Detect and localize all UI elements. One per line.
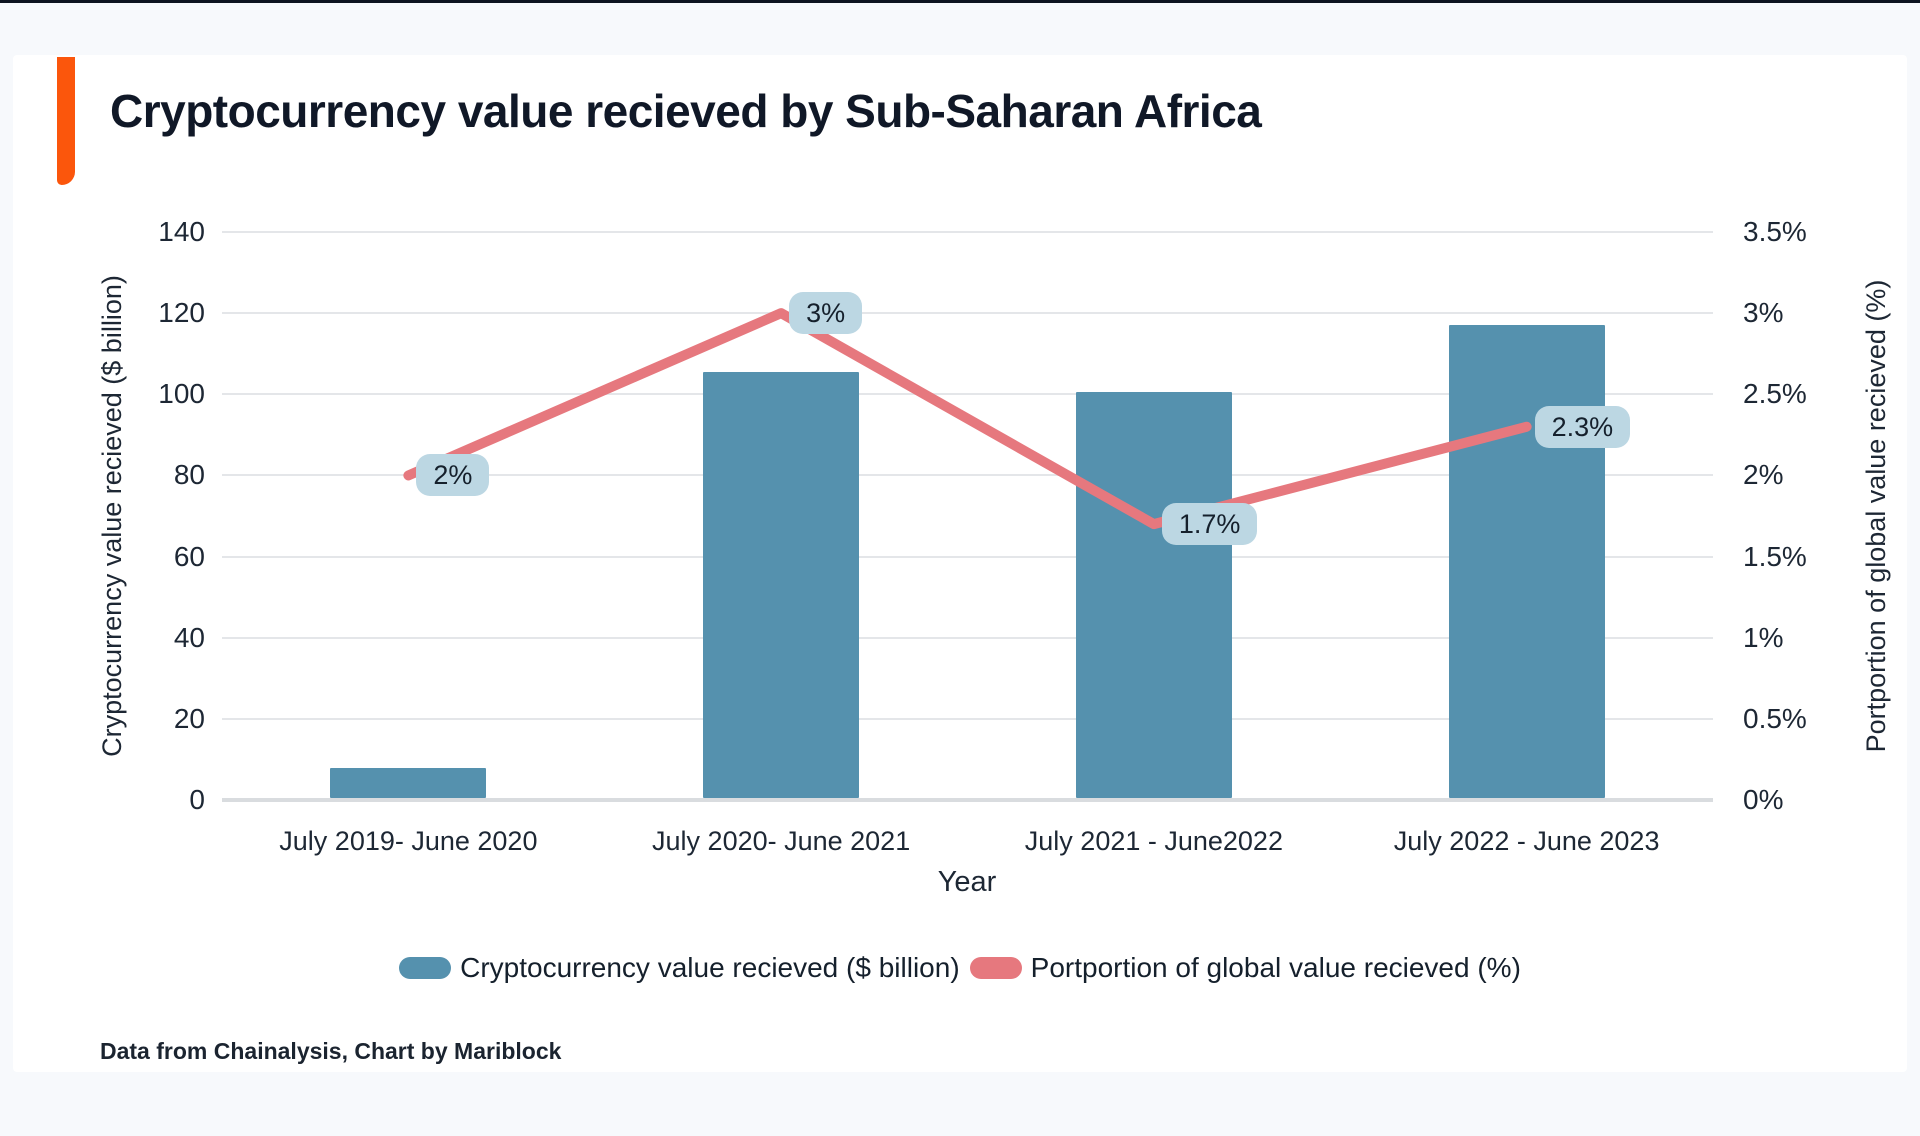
bar-2: [703, 371, 860, 798]
right-axis-tick: 3%: [1743, 297, 1784, 329]
left-axis-tick: 40: [173, 621, 205, 653]
title-accent-bar: [57, 57, 75, 185]
gridline: [222, 717, 1713, 720]
gridline: [222, 231, 1713, 233]
x-category-label-4: July 2022 - June 2023: [1393, 826, 1660, 856]
left-axis-tick: 60: [173, 540, 205, 572]
line-point-label-2: 3%: [789, 292, 863, 335]
right-axis-tick: 1%: [1743, 621, 1784, 653]
legend-item-bar-series: Cryptocurrency value recieved ($ billion…: [399, 952, 960, 984]
bar-4: [1448, 324, 1605, 798]
x-axis-title: Year: [937, 866, 997, 898]
left-axis-title: Cryptocurrency value recieved ($ billion…: [97, 275, 127, 757]
gridline: [222, 474, 1713, 477]
x-category-label-2: July 2020- June 2021: [652, 826, 911, 856]
chart-legend: Cryptocurrency value recieved ($ billion…: [0, 952, 1920, 984]
line-point-label-1: 2%: [416, 454, 490, 497]
left-axis-tick: 80: [173, 459, 205, 491]
left-axis-tick: 140: [158, 216, 205, 247]
right-axis-tick: 0.5%: [1743, 702, 1807, 734]
bar-series-swatch: [399, 957, 452, 979]
right-axis-tick: 3.5%: [1743, 216, 1807, 247]
gridline: [222, 636, 1713, 639]
bar-3: [1075, 391, 1232, 798]
left-axis-tick: 0: [189, 784, 205, 815]
x-category-label-3: July 2021 - June2022: [1024, 826, 1283, 856]
x-axis-baseline: [222, 798, 1713, 802]
gridline: [222, 555, 1713, 558]
chart-title: Cryptocurrency value recieved by Sub-Sah…: [110, 85, 1262, 137]
line-point-label-4: 2.3%: [1534, 405, 1631, 448]
right-axis-tick: 0%: [1743, 784, 1784, 815]
right-axis-title: Portportion of global value recieved (%): [1861, 279, 1891, 753]
legend-label-line-series: Portportion of global value recieved (%): [1030, 952, 1521, 983]
x-category-label-1: July 2019- June 2020: [279, 826, 538, 856]
left-axis-tick: 120: [158, 297, 205, 329]
right-axis-tick: 2.5%: [1743, 378, 1807, 410]
legend-label-bar-series: Cryptocurrency value recieved ($ billion…: [460, 952, 960, 983]
line-series-swatch: [969, 957, 1022, 979]
source-note: Data from Chainalysis, Chart by Maribloc…: [100, 1038, 562, 1064]
legend-item-line-series: Portportion of global value recieved (%): [969, 952, 1521, 984]
line-series-path: [403, 308, 1532, 530]
gridline: [222, 312, 1713, 315]
line-point-label-3: 1.7%: [1161, 503, 1258, 546]
right-axis-tick: 1.5%: [1743, 540, 1807, 572]
bar-1: [330, 767, 487, 798]
left-axis-tick: 20: [173, 702, 205, 734]
left-axis-tick: 100: [158, 378, 205, 410]
top-window-edge: [0, 0, 1920, 3]
right-axis-tick: 2%: [1743, 459, 1784, 491]
gridline: [222, 393, 1713, 396]
